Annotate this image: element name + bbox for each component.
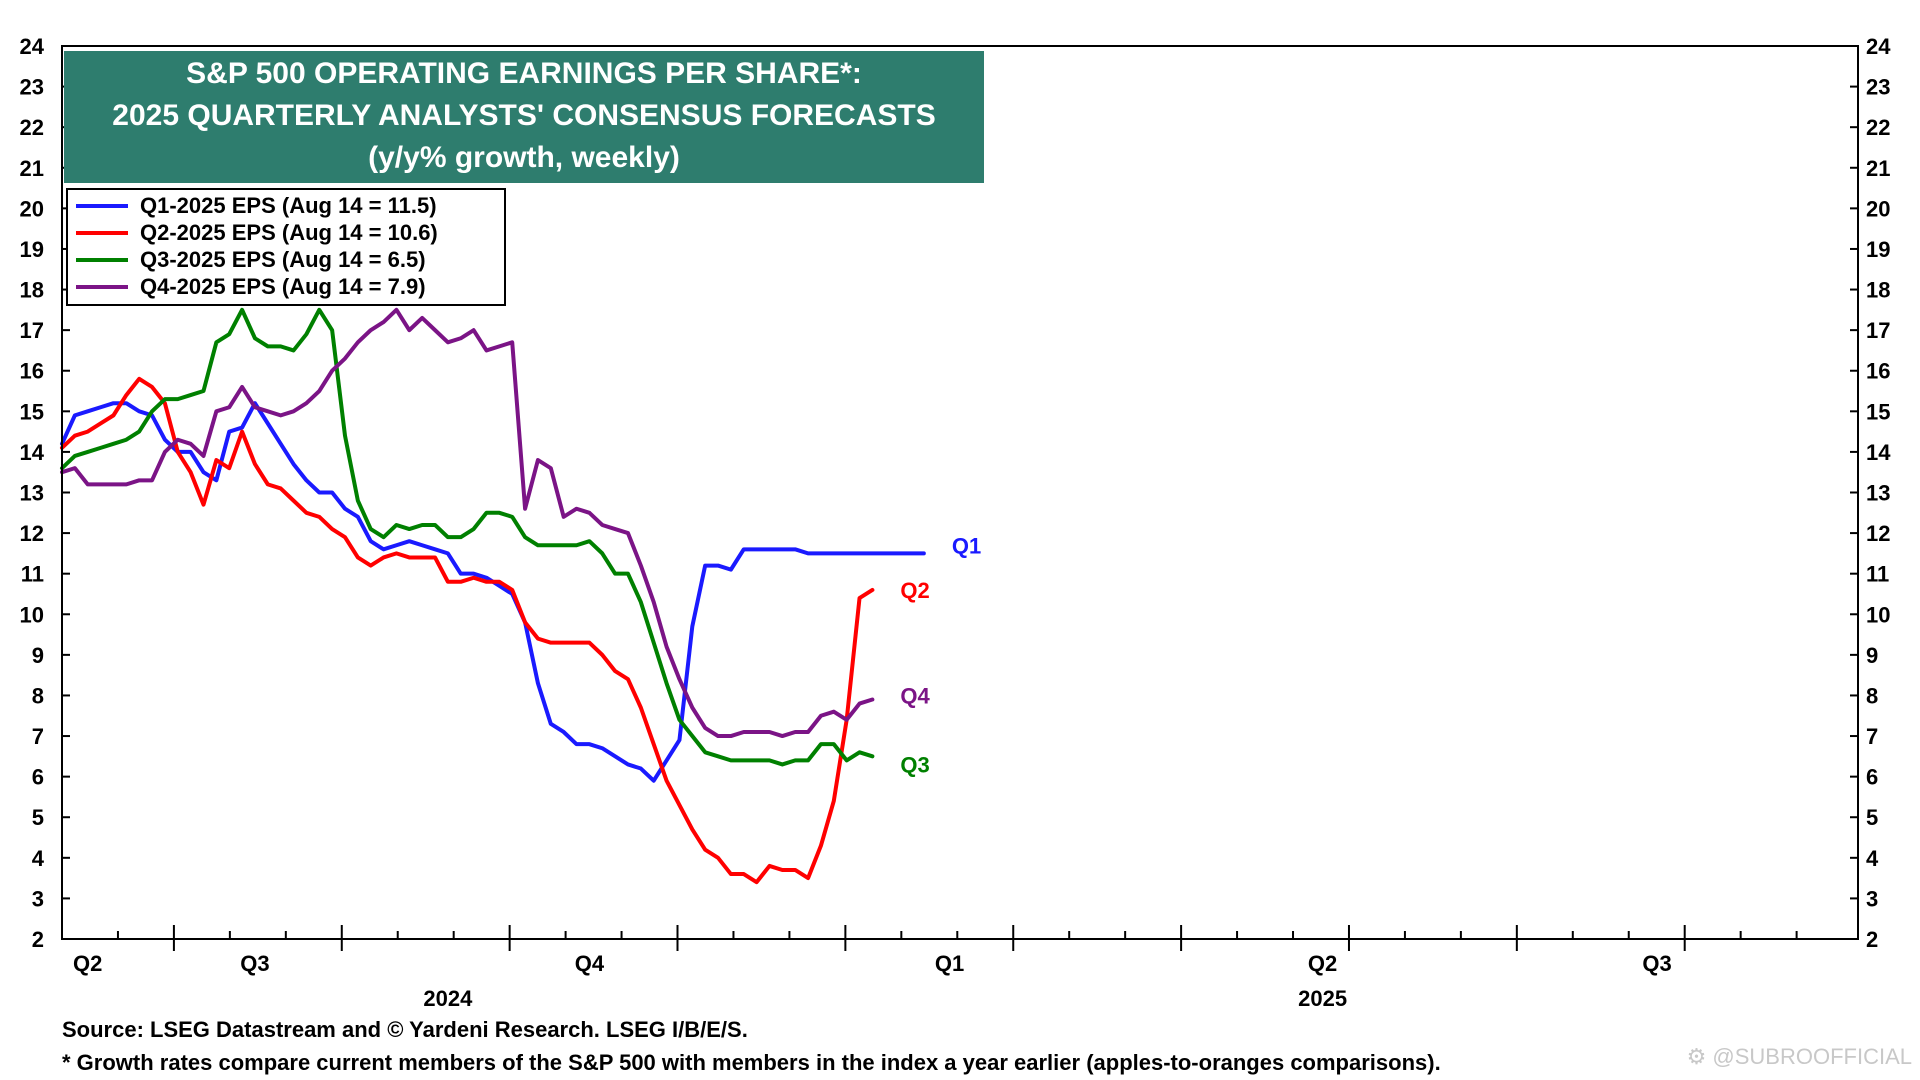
y-tick-label-right: 16 [1866, 359, 1890, 384]
legend-swatch-q4 [76, 284, 128, 289]
y-tick-label-right: 15 [1866, 399, 1890, 424]
y-tick-label-right: 10 [1866, 602, 1890, 627]
y-tick-label-left: 5 [32, 805, 44, 830]
chart-title-line-1: S&P 500 OPERATING EARNINGS PER SHARE*: [186, 57, 862, 90]
y-tick-label-right: 22 [1866, 115, 1890, 140]
y-tick-label-right: 11 [1866, 562, 1889, 587]
y-tick-label-right: 4 [1866, 846, 1879, 871]
series-end-label-q4: Q4 [900, 684, 930, 709]
x-quarter-label: Q1 [935, 951, 964, 976]
y-tick-label-left: 13 [20, 481, 44, 506]
y-tick-label-right: 8 [1866, 683, 1878, 708]
y-tick-label-left: 6 [32, 765, 44, 790]
y-tick-label-right: 14 [1866, 440, 1891, 465]
y-tick-label-right: 5 [1866, 805, 1878, 830]
y-tick-label-right: 2 [1866, 927, 1878, 952]
chart-title-line-3: (y/y% growth, weekly) [368, 141, 680, 174]
x-quarter-label: Q2 [73, 951, 102, 976]
source-note: Source: LSEG Datastream and © Yardeni Re… [62, 1017, 748, 1042]
y-tick-label-left: 14 [20, 440, 45, 465]
legend-item-q4: Q4-2025 EPS (Aug 14 = 7.9) [76, 273, 504, 300]
y-tick-label-left: 22 [20, 115, 44, 140]
y-tick-label-left: 20 [20, 196, 44, 221]
series-line-q1 [60, 401, 926, 783]
y-tick-label-left: 24 [20, 34, 45, 59]
y-tick-label-right: 6 [1866, 765, 1878, 790]
legend-swatch-q1 [76, 203, 128, 208]
y-tick-label-left: 8 [32, 683, 44, 708]
legend-swatch-q2 [76, 230, 128, 235]
x-year-label: 2025 [1298, 986, 1347, 1011]
y-tick-label-right: 23 [1866, 75, 1890, 100]
y-tick-label-right: 3 [1866, 886, 1878, 911]
legend-swatch-q3 [76, 257, 128, 262]
y-tick-label-left: 2 [32, 927, 44, 952]
series-line-q3 [60, 307, 875, 767]
watermark: ⚙ @SUBROOFFICIAL [1686, 1044, 1912, 1069]
footnote: * Growth rates compare current members o… [62, 1050, 1441, 1075]
y-tick-label-left: 21 [20, 156, 44, 181]
y-tick-label-right: 9 [1866, 643, 1878, 668]
y-tick-label-left: 9 [32, 643, 44, 668]
legend: Q1-2025 EPS (Aug 14 = 11.5) Q2-2025 EPS … [66, 188, 506, 306]
x-quarter-label: Q2 [1308, 951, 1337, 976]
y-tick-label-right: 12 [1866, 521, 1890, 546]
y-tick-label-left: 23 [20, 75, 44, 100]
legend-label-q2: Q2-2025 EPS (Aug 14 = 10.6) [140, 219, 438, 245]
y-tick-label-right: 18 [1866, 278, 1890, 303]
series-end-label-q2: Q2 [900, 578, 929, 603]
series-end-label-q1: Q1 [952, 533, 981, 558]
series-end-labels: Q1 Q2 Q3 Q4 [900, 533, 981, 777]
y-tick-label-left: 19 [20, 237, 44, 262]
legend-item-q2: Q2-2025 EPS (Aug 14 = 10.6) [76, 219, 504, 246]
y-tick-label-right: 13 [1866, 481, 1890, 506]
plot-frame [61, 45, 1859, 940]
y-tick-label-left: 10 [20, 602, 44, 627]
legend-label-q3: Q3-2025 EPS (Aug 14 = 6.5) [140, 246, 426, 272]
y-tick-label-left: 18 [20, 278, 44, 303]
y-tick-label-left: 15 [20, 399, 44, 424]
y-tick-label-left: 17 [20, 318, 44, 343]
y-tick-label-left: 4 [32, 846, 45, 871]
y-tick-label-right: 20 [1866, 196, 1890, 221]
y-tick-label-left: 11 [21, 562, 44, 587]
y-tick-label-left: 12 [20, 521, 44, 546]
y-tick-label-left: 3 [32, 886, 44, 911]
series-line-q2 [60, 376, 875, 885]
y-tick-label-left: 7 [32, 724, 44, 749]
x-year-label: 2024 [423, 986, 473, 1011]
legend-label-q1: Q1-2025 EPS (Aug 14 = 11.5) [140, 192, 437, 218]
series-end-label-q3: Q3 [900, 752, 929, 777]
chart-title: S&P 500 OPERATING EARNINGS PER SHARE*: 2… [64, 51, 984, 183]
y-tick-label-right: 24 [1866, 34, 1891, 59]
x-quarter-label: Q3 [1642, 951, 1671, 976]
y-tick-label-right: 19 [1866, 237, 1890, 262]
series-line-q4 [60, 307, 875, 739]
x-quarter-label: Q4 [575, 951, 605, 976]
y-tick-label-right: 17 [1866, 318, 1890, 343]
legend-item-q1: Q1-2025 EPS (Aug 14 = 11.5) [76, 192, 504, 219]
chart-title-line-2: 2025 QUARTERLY ANALYSTS' CONSENSUS FOREC… [112, 99, 936, 132]
y-tick-label-right: 21 [1866, 156, 1890, 181]
y-tick-label-left: 16 [20, 359, 44, 384]
legend-label-q4: Q4-2025 EPS (Aug 14 = 7.9) [140, 273, 426, 299]
x-quarter-label: Q3 [240, 951, 269, 976]
y-tick-label-right: 7 [1866, 724, 1878, 749]
legend-item-q3: Q3-2025 EPS (Aug 14 = 6.5) [76, 246, 504, 273]
series-lines [60, 307, 926, 885]
